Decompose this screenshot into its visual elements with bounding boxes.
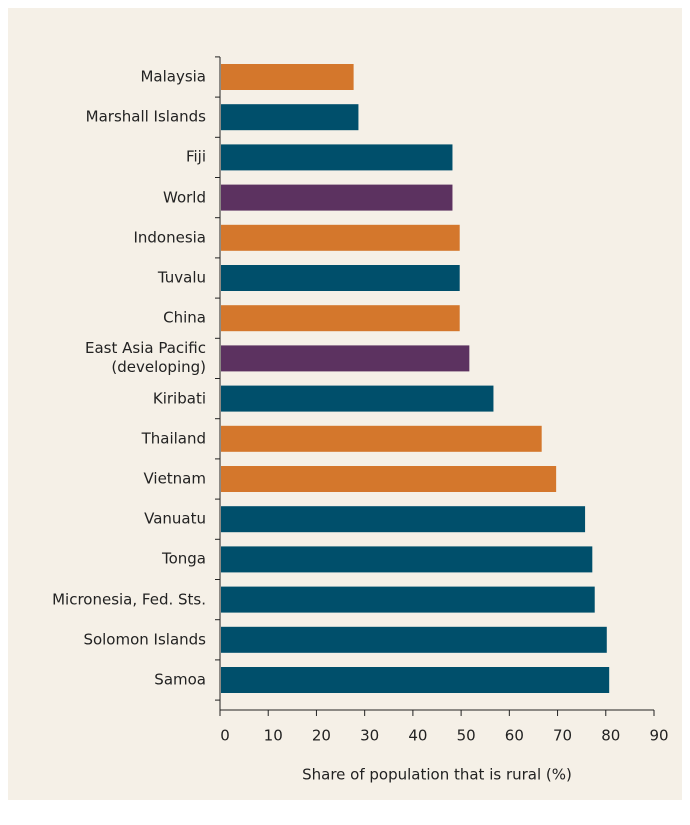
bar <box>221 224 460 251</box>
y-tick-label: Thailand <box>141 429 206 448</box>
y-tick-label: Marshall Islands <box>85 107 206 126</box>
bar <box>221 546 593 573</box>
bar <box>221 626 607 653</box>
bar <box>221 345 470 372</box>
bar <box>221 184 453 211</box>
x-tick-label: 0 <box>220 727 230 745</box>
bar <box>221 506 586 533</box>
x-tick-label: 70 <box>553 727 572 745</box>
y-tick-label: Malaysia <box>140 67 206 86</box>
x-axis-label: Share of population that is rural (%) <box>302 766 572 784</box>
x-tick-label: 40 <box>408 727 427 745</box>
bar <box>221 144 453 171</box>
x-tick-label: 50 <box>457 727 476 745</box>
bar <box>221 466 557 492</box>
y-tick-label: Vanuatu <box>144 509 206 528</box>
bar <box>221 385 494 412</box>
bar <box>221 64 354 90</box>
y-tick-label: Tuvalu <box>157 268 206 287</box>
y-tick-label: Micronesia, Fed. Sts. <box>52 590 206 609</box>
y-tick-label: Samoa <box>154 670 206 689</box>
bar <box>221 425 542 452</box>
bar <box>221 305 460 332</box>
bar <box>221 104 359 131</box>
y-tick-label: Fiji <box>185 147 206 166</box>
x-tick-label: 90 <box>649 727 668 745</box>
x-tick-label: 10 <box>264 727 283 745</box>
bar <box>221 265 460 291</box>
x-tick-label: 30 <box>360 727 379 745</box>
x-tick-label: 60 <box>505 727 524 745</box>
y-tick-label: Vietnam <box>143 469 206 488</box>
y-tick-label: Kiribati <box>152 389 206 408</box>
y-tick-label: Tonga <box>161 549 206 568</box>
y-tick-label: World <box>163 188 206 207</box>
y-tick-label: Indonesia <box>133 228 206 247</box>
bar <box>221 667 610 693</box>
bar <box>221 586 595 613</box>
x-tick-label: 20 <box>312 727 331 745</box>
x-tick-label: 80 <box>601 727 620 745</box>
y-tick-label: China <box>163 308 206 327</box>
y-tick-label: Solomon Islands <box>83 630 206 649</box>
y-tick-label: East Asia Pacific (developing) <box>84 339 206 377</box>
